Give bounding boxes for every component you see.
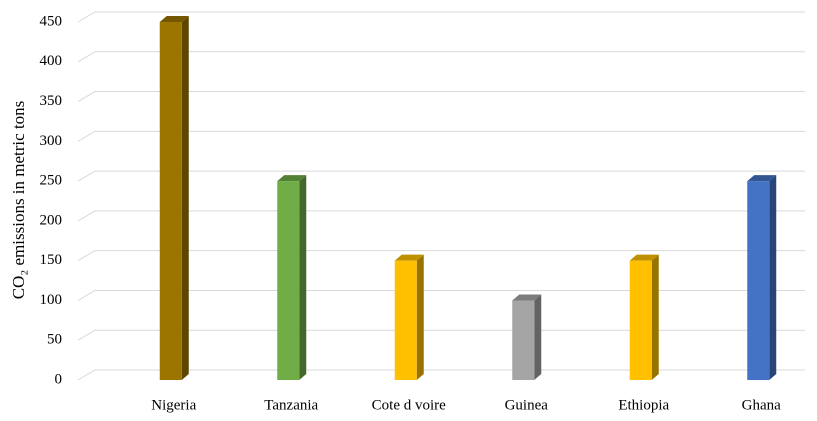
grid-line [77, 210, 805, 222]
bar [394, 260, 417, 380]
bar-side [299, 175, 307, 380]
x-tick-label: Nigeria [151, 397, 196, 413]
y-tick-label: 100 [40, 292, 63, 308]
bar [159, 22, 182, 380]
bar-top [159, 16, 189, 22]
bar-top [747, 175, 777, 182]
y-tick-label: 250 [40, 173, 63, 189]
bar-side [416, 254, 424, 380]
bar [512, 300, 535, 380]
bar [277, 181, 300, 380]
grid-line [77, 91, 805, 102]
grid-line [77, 11, 805, 23]
y-tick-label: 0 [55, 371, 63, 387]
x-tick-label: Tanzania [264, 397, 318, 413]
x-tick-label: Ghana [742, 397, 781, 413]
x-tick-label: Cote d voire [372, 397, 446, 413]
bar-top [277, 175, 307, 182]
bar-side [534, 294, 542, 380]
grid-line [77, 130, 805, 142]
grid-line [77, 250, 805, 262]
y-axis-label: CO₂ emissions in metric tons [9, 101, 28, 300]
bar-top [629, 254, 659, 261]
grid-line [77, 329, 805, 341]
bar-top [394, 254, 424, 261]
grid-line [77, 369, 805, 381]
bar-side [769, 175, 777, 380]
grid-line [77, 170, 805, 182]
bar-top [512, 294, 542, 301]
bar [629, 260, 652, 380]
y-tick-label: 200 [40, 212, 63, 228]
y-tick-label: 400 [40, 53, 63, 69]
bar-side [651, 254, 659, 380]
y-tick-label: 450 [40, 13, 63, 29]
y-tick-label: 350 [40, 93, 63, 109]
y-tick-label: 150 [40, 252, 63, 268]
grid-line [77, 289, 805, 301]
y-tick-label: 50 [47, 332, 62, 348]
bar-side [181, 16, 189, 380]
bar [747, 181, 770, 380]
x-tick-label: Ethiopia [618, 397, 669, 413]
x-tick-label: Guinea [505, 397, 549, 413]
y-tick-label: 300 [40, 133, 63, 149]
grid-line [77, 51, 805, 63]
